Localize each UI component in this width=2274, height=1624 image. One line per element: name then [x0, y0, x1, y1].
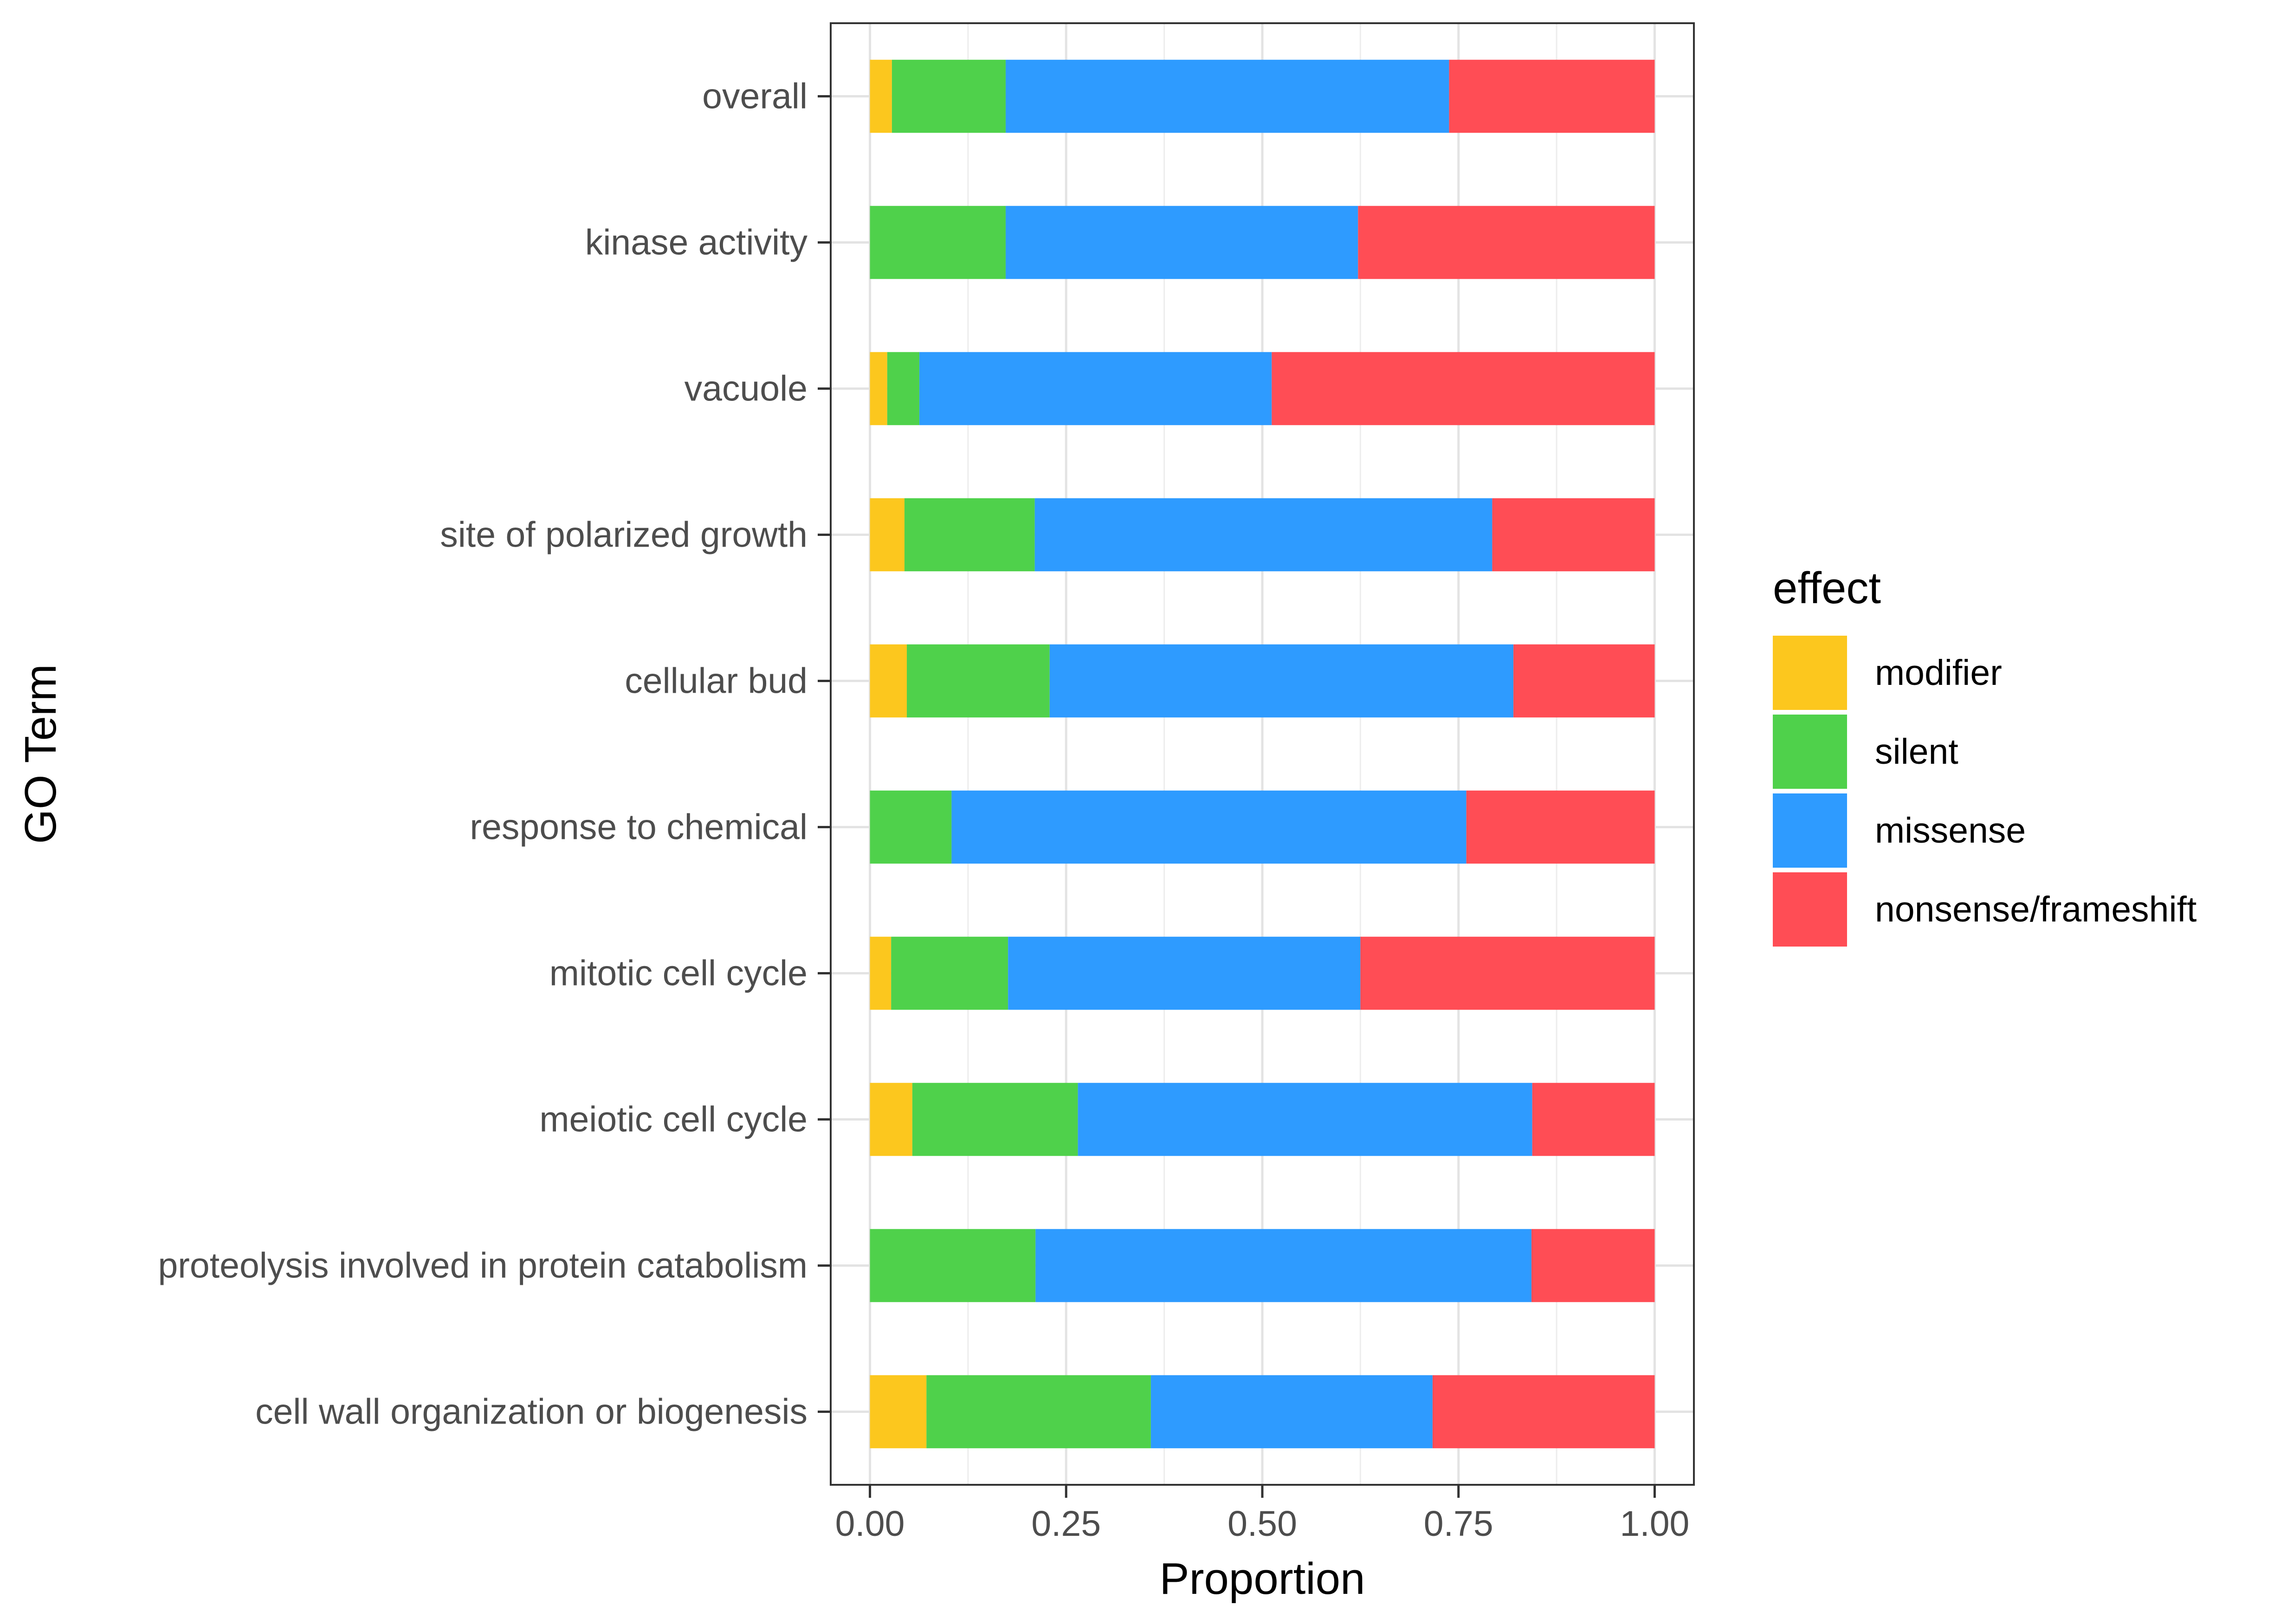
y-tick-label: mitotic cell cycle: [549, 954, 808, 993]
legend-label: modifier: [1875, 653, 2002, 693]
bar-segment-silent: [887, 352, 920, 425]
bar-segment-nonsense-frameshift: [1531, 1229, 1655, 1302]
bar-segment-nonsense-frameshift: [1513, 644, 1655, 718]
bar-segment-missense: [1006, 206, 1358, 279]
legend-key: [1773, 715, 1847, 789]
bar-segment-silent: [907, 644, 1050, 718]
bar-segment-modifier: [870, 1375, 927, 1449]
bar-segment-modifier: [870, 59, 892, 133]
y-tick-label: meiotic cell cycle: [539, 1100, 808, 1140]
bar-segment-missense: [1008, 936, 1361, 1010]
y-tick-label: overall: [702, 77, 808, 116]
bar-segment-silent: [904, 498, 1035, 572]
y-tick-label: vacuole: [685, 369, 808, 409]
bar-segment-silent: [892, 59, 1006, 133]
legend-label: silent: [1875, 732, 1958, 772]
legend-key: [1773, 636, 1847, 710]
x-axis: 0.00 0.25 0.50 0.75 1.00: [835, 1485, 1690, 1544]
bar-segment-nonsense-frameshift: [1532, 1083, 1655, 1156]
y-tick-label: site of polarized growth: [440, 515, 808, 555]
bar-segment-missense: [1150, 1375, 1433, 1449]
legend-key: [1773, 872, 1847, 947]
bar-segment-nonsense-frameshift: [1466, 790, 1655, 864]
bar-segment-silent: [912, 1083, 1078, 1156]
bar-segment-silent: [926, 1375, 1151, 1449]
y-tick-label: kinase activity: [585, 223, 808, 263]
y-axis: overall kinase activity vacuole site of pol…: [158, 77, 831, 1432]
legend-label: missense: [1875, 811, 2026, 851]
bar-segment-silent: [870, 790, 952, 864]
bar-segment-nonsense-frameshift: [1492, 498, 1655, 572]
x-tick-label: 0.25: [1031, 1504, 1101, 1544]
bar-segment-nonsense-frameshift: [1272, 352, 1655, 425]
legend: effect modifier silent missense nonsense/fr…: [1773, 563, 2196, 947]
y-tick-label: cellular bud: [625, 661, 808, 701]
x-tick-label: 0.50: [1227, 1504, 1297, 1544]
bar-segment-silent: [870, 1229, 1036, 1302]
bar-segment-silent: [891, 936, 1008, 1010]
x-tick-label: 0.00: [835, 1504, 905, 1544]
bar-segment-modifier: [870, 644, 907, 718]
bar-segment-missense: [1035, 1229, 1531, 1302]
bars: [870, 59, 1655, 1449]
bar-segment-nonsense-frameshift: [1449, 59, 1655, 133]
bar-segment-modifier: [870, 352, 887, 425]
legend-title: effect: [1773, 563, 1881, 613]
legend-label: nonsense/frameshift: [1875, 889, 2196, 929]
bar-segment-modifier: [870, 498, 904, 572]
x-tick-label: 1.00: [1620, 1504, 1690, 1544]
bar-segment-nonsense-frameshift: [1358, 206, 1655, 279]
bar-segment-modifier: [870, 936, 892, 1010]
bar-segment-missense: [919, 352, 1272, 425]
y-tick-label: response to chemical: [470, 807, 808, 847]
bar-segment-missense: [951, 790, 1466, 864]
bar-segment-nonsense-frameshift: [1360, 936, 1655, 1010]
bar-segment-missense: [1049, 644, 1514, 718]
y-axis-title: GO Term: [16, 664, 65, 844]
x-tick-label: 0.75: [1424, 1504, 1493, 1544]
legend-key: [1773, 793, 1847, 868]
y-tick-label: cell wall organization or biogenesis: [255, 1392, 808, 1432]
bar-segment-missense: [1034, 498, 1492, 572]
bar-segment-missense: [1006, 59, 1449, 133]
bar-segment-missense: [1078, 1083, 1532, 1156]
x-axis-title: Proportion: [1160, 1554, 1365, 1604]
y-tick-label: proteolysis involved in protein cataboli…: [158, 1246, 808, 1286]
bar-segment-silent: [870, 206, 1006, 279]
bar-segment-nonsense-frameshift: [1432, 1375, 1655, 1449]
bar-segment-modifier: [870, 1083, 912, 1156]
